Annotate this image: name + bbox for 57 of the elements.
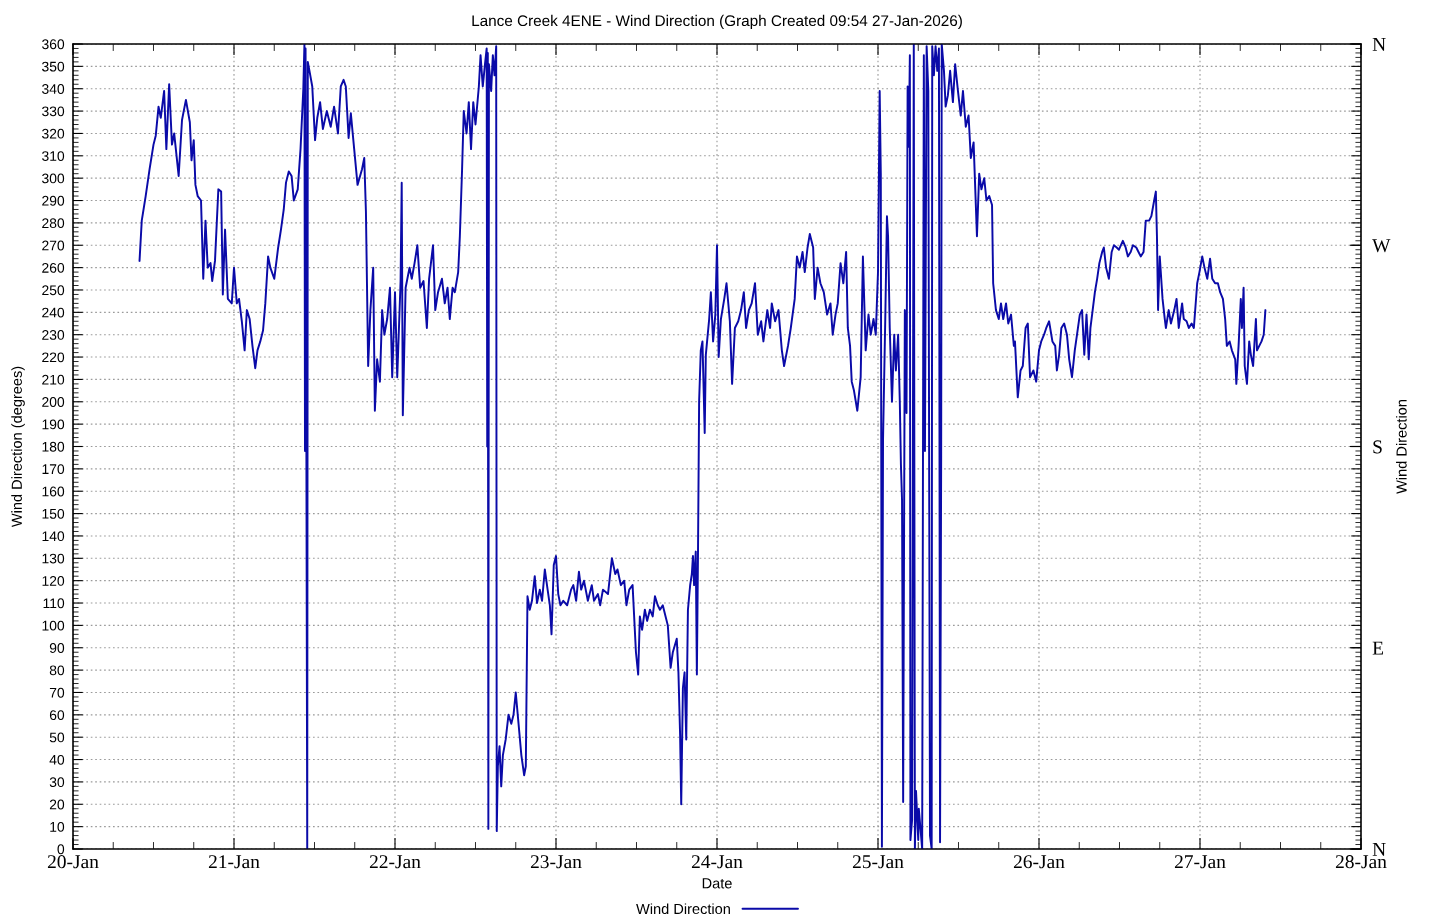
y-tick-label: 0 [57, 844, 65, 855]
x-tick-label: 27-Jan [1174, 855, 1226, 869]
y-tick-label: 70 [49, 687, 65, 698]
y-tick-label: 60 [49, 710, 65, 720]
y-tick-label: 20 [49, 799, 65, 810]
y-tick-label: 190 [42, 419, 65, 430]
line-series [138, 44, 1267, 849]
y-tick-label: 210 [42, 374, 65, 385]
y-tick-label: 50 [49, 732, 65, 743]
legend-label: Wind Direction [636, 903, 730, 915]
y-tick-label: 300 [42, 173, 65, 184]
y-tick-label: 150 [42, 508, 65, 519]
y-tick-label: 170 [42, 464, 65, 475]
x-axis-title: Date [702, 878, 732, 889]
y-tick-label: 160 [42, 486, 65, 497]
chart-title: Lance Creek 4ENE - Wind Direction (Graph Created 09:54 27-Jan-2026) [472, 14, 962, 30]
y-tick-label: 40 [49, 754, 65, 765]
category-label: N [1372, 38, 1386, 51]
x-tick-label: 23-Jan [530, 855, 582, 869]
y-tick-label: 250 [42, 285, 65, 296]
y-tick-label: 360 [42, 39, 65, 50]
y2-axis-title: Wind Direction [1396, 400, 1407, 494]
y-tick-label: 230 [42, 330, 65, 340]
y-tick-label: 340 [42, 84, 65, 94]
y-tick-label: 270 [42, 240, 65, 251]
y-tick-label: 240 [42, 307, 65, 318]
y-tick-label: 120 [42, 576, 65, 586]
y-tick-label: 140 [42, 531, 65, 542]
category-label: N [1372, 843, 1386, 856]
y-tick-label: 180 [42, 441, 65, 452]
y-tick-label: 200 [42, 397, 65, 407]
x-tick-label: 26-Jan [1013, 855, 1065, 869]
y-tick-label: 280 [42, 218, 65, 229]
x-tick-label: 24-Jan [691, 855, 743, 869]
x-tick-label: 28-Jan [1335, 855, 1387, 869]
category-label: S [1373, 440, 1382, 454]
x-tick-label: 21-Jan [208, 855, 260, 869]
x-tick-label: 20-Jan [47, 855, 99, 869]
y-tick-label: 350 [42, 61, 65, 72]
y-tick-label: 130 [42, 553, 65, 564]
y-tick-label: 90 [49, 643, 65, 653]
y-tick-label: 100 [42, 620, 65, 631]
y-tick-label: 10 [50, 821, 65, 832]
category-label: W [1372, 239, 1391, 253]
x-tick-label: 25-Jan [852, 855, 904, 869]
y-tick-label: 220 [42, 352, 65, 363]
y-tick-label: 260 [42, 262, 65, 273]
category-label: E [1372, 641, 1384, 655]
y-tick-label: 290 [42, 195, 65, 206]
y-axis-title: Wind Direction (degrees) [11, 366, 25, 528]
y-tick-label: 110 [43, 598, 65, 609]
y-tick-label: 330 [42, 106, 65, 117]
y-tick-label: 310 [42, 151, 65, 161]
y-tick-label: 80 [49, 665, 65, 676]
y-tick-label: 30 [49, 777, 65, 788]
y-tick-label: 320 [42, 128, 65, 139]
x-tick-label: 22-Jan [369, 855, 421, 869]
